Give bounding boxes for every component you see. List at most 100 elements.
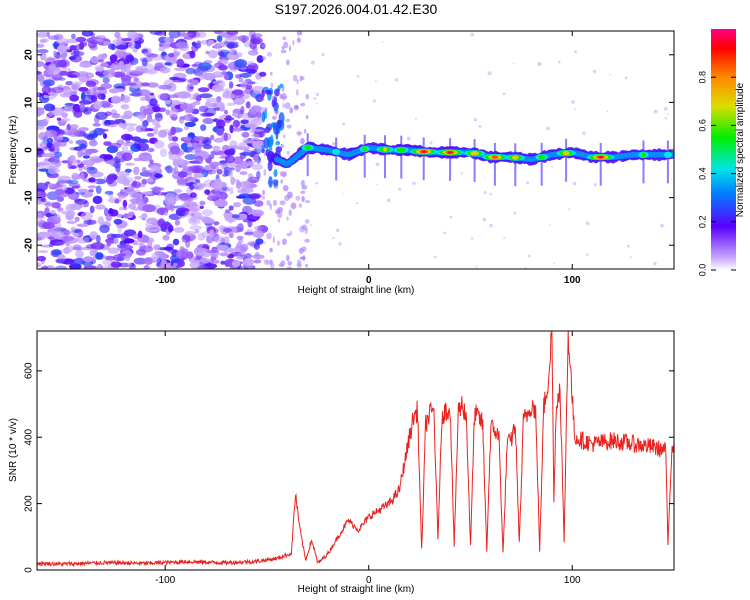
- noise-speckle: [223, 236, 230, 245]
- noise-speckle: [83, 265, 97, 269]
- noise-speckle: [82, 151, 92, 156]
- noise-speckle: [38, 191, 47, 198]
- noise-speckle: [663, 107, 668, 111]
- noise-speckle: [125, 162, 135, 166]
- noise-speckle: [37, 60, 45, 68]
- ridge-peak: [421, 150, 426, 153]
- noise-speckle: [85, 80, 97, 88]
- noise-speckle: [244, 231, 255, 236]
- noise-speckle: [609, 73, 612, 76]
- noise-speckle: [143, 108, 154, 115]
- noise-speckle: [87, 185, 97, 189]
- noise-speckle: [80, 211, 93, 221]
- noise-speckle: [180, 197, 194, 202]
- noise-speckle: [49, 229, 63, 238]
- noise-speckle: [253, 200, 264, 207]
- noise-speckle: [280, 49, 287, 54]
- noise-speckle: [194, 146, 202, 154]
- onset-burst: [264, 126, 271, 134]
- noise-speckle: [216, 128, 224, 136]
- noise-speckle: [101, 41, 112, 46]
- noise-speckle: [104, 120, 117, 125]
- noise-speckle: [256, 96, 265, 102]
- noise-speckle: [51, 74, 63, 81]
- noise-speckle: [282, 102, 286, 109]
- noise-speckle: [237, 223, 244, 232]
- noise-speckle: [666, 113, 669, 115]
- noise-speckle: [298, 130, 301, 137]
- noise-speckle: [117, 253, 127, 257]
- noise-speckle: [184, 121, 196, 127]
- y-tick-label: -20: [24, 238, 35, 253]
- ridge-peak: [362, 146, 367, 152]
- noise-speckle: [125, 54, 135, 63]
- x-tick-label: 0: [366, 275, 372, 286]
- spectrogram-content: [37, 31, 674, 269]
- noise-speckle: [356, 202, 359, 205]
- noise-speckle: [270, 263, 275, 269]
- noise-speckle: [375, 80, 377, 83]
- noise-speckle: [153, 244, 161, 251]
- ridge-peak: [641, 152, 646, 158]
- colorbar: 0.0 0.2 0.4 0.6 0.8 Normalized spectral ampl…: [697, 29, 746, 276]
- noise-speckle: [235, 164, 242, 173]
- noise-speckle: [44, 129, 58, 138]
- ridge-peak: [447, 151, 453, 154]
- noise-speckle: [216, 49, 230, 53]
- noise-speckle: [83, 236, 90, 243]
- noise-speckle: [239, 72, 252, 78]
- colorbar-tick-label: 0.0: [697, 264, 707, 277]
- noise-speckle: [41, 153, 56, 158]
- noise-speckle: [277, 218, 281, 223]
- noise-speckle: [277, 207, 284, 213]
- noise-speckle: [295, 195, 301, 201]
- noise-speckle: [149, 98, 158, 107]
- noise-speckle: [303, 128, 307, 134]
- noise-speckle: [233, 202, 241, 208]
- colorbar-scale: [711, 29, 736, 270]
- noise-speckle: [207, 39, 215, 46]
- ridge-peak: [562, 150, 570, 156]
- noise-speckle: [116, 175, 128, 185]
- onset-burst: [268, 176, 273, 188]
- noise-speckle: [585, 221, 590, 226]
- colorbar-tick-label: 0.2: [697, 216, 707, 229]
- noise-speckle: [130, 192, 143, 199]
- noise-speckle: [394, 78, 399, 82]
- noise-speckle: [87, 219, 92, 226]
- noise-speckle: [300, 137, 305, 145]
- noise-speckle: [216, 35, 223, 42]
- noise-speckle: [146, 82, 159, 88]
- noise-speckle: [214, 187, 221, 197]
- noise-speckle: [124, 254, 131, 262]
- noise-speckle: [164, 196, 177, 206]
- noise-speckle: [79, 62, 92, 68]
- noise-speckle: [66, 123, 71, 131]
- noise-speckle: [282, 95, 285, 102]
- noise-speckle: [301, 196, 305, 203]
- noise-speckle: [63, 229, 71, 236]
- noise-speckle: [128, 211, 135, 217]
- noise-speckle: [196, 251, 206, 256]
- noise-speckle: [69, 94, 80, 102]
- noise-speckle: [37, 31, 48, 38]
- noise-speckle: [139, 245, 154, 253]
- noise-speckle: [130, 71, 144, 75]
- noise-speckle: [254, 117, 264, 121]
- noise-speckle: [99, 41, 104, 46]
- noise-speckle: [118, 60, 125, 70]
- noise-speckle: [262, 189, 265, 196]
- noise-speckle: [478, 124, 482, 128]
- noise-speckle: [37, 71, 43, 75]
- y-tick-label: 400: [24, 428, 35, 445]
- noise-speckle: [290, 202, 297, 210]
- noise-speckle: [69, 263, 82, 269]
- noise-speckle: [253, 153, 259, 163]
- noise-speckle: [136, 142, 149, 152]
- noise-speckle: [270, 71, 273, 76]
- noise-speckle: [231, 112, 239, 117]
- y-tick-label: 200: [24, 495, 35, 512]
- noise-speckle: [277, 240, 280, 246]
- noise-speckle: [89, 171, 104, 178]
